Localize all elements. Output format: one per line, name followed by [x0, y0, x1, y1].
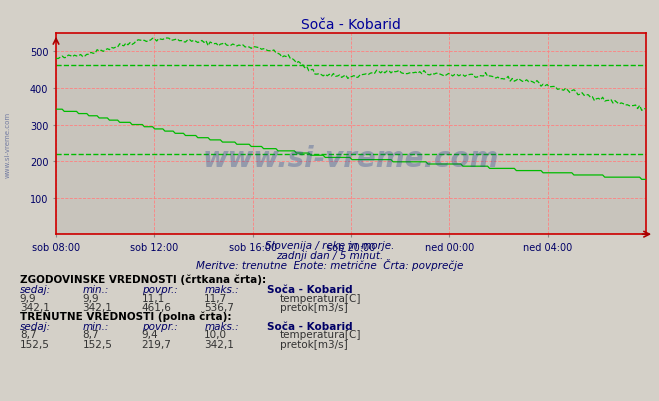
Text: sedaj:: sedaj: — [20, 321, 51, 331]
Text: 461,6: 461,6 — [142, 302, 171, 312]
Text: min.:: min.: — [82, 285, 109, 295]
Text: 342,1: 342,1 — [20, 302, 49, 312]
Text: 152,5: 152,5 — [20, 339, 49, 349]
Text: ZGODOVINSKE VREDNOSTI (črtkana črta):: ZGODOVINSKE VREDNOSTI (črtkana črta): — [20, 274, 266, 285]
Text: Soča - Kobarid: Soča - Kobarid — [267, 321, 353, 331]
Text: 536,7: 536,7 — [204, 302, 234, 312]
Title: Soča - Kobarid: Soča - Kobarid — [301, 18, 401, 32]
Text: sedaj:: sedaj: — [20, 285, 51, 295]
Text: pretok[m3/s]: pretok[m3/s] — [280, 302, 348, 312]
Text: 11,7: 11,7 — [204, 294, 227, 304]
Text: Soča - Kobarid: Soča - Kobarid — [267, 285, 353, 295]
Text: 9,9: 9,9 — [82, 294, 99, 304]
Text: TRENUTNE VREDNOSTI (polna črta):: TRENUTNE VREDNOSTI (polna črta): — [20, 311, 231, 321]
Text: 219,7: 219,7 — [142, 339, 171, 349]
Text: temperatura[C]: temperatura[C] — [280, 330, 362, 340]
Text: pretok[m3/s]: pretok[m3/s] — [280, 339, 348, 349]
Text: maks.:: maks.: — [204, 321, 239, 331]
Text: temperatura[C]: temperatura[C] — [280, 294, 362, 304]
Text: povpr.:: povpr.: — [142, 321, 177, 331]
Text: 8,7: 8,7 — [82, 330, 99, 340]
Text: 8,7: 8,7 — [20, 330, 36, 340]
Text: 152,5: 152,5 — [82, 339, 112, 349]
Text: min.:: min.: — [82, 321, 109, 331]
Text: Slovenija / reke in morje.: Slovenija / reke in morje. — [265, 241, 394, 251]
Text: 10,0: 10,0 — [204, 330, 227, 340]
Text: 9,9: 9,9 — [20, 294, 36, 304]
Text: www.si-vreme.com: www.si-vreme.com — [203, 144, 499, 172]
Text: 11,1: 11,1 — [142, 294, 165, 304]
Text: www.si-vreme.com: www.si-vreme.com — [5, 111, 11, 177]
Text: 9,4: 9,4 — [142, 330, 158, 340]
Text: 342,1: 342,1 — [204, 339, 234, 349]
Text: 342,1: 342,1 — [82, 302, 112, 312]
Text: maks.:: maks.: — [204, 285, 239, 295]
Text: Meritve: trenutne  Enote: metrične  Črta: povprečje: Meritve: trenutne Enote: metrične Črta: … — [196, 259, 463, 271]
Text: povpr.:: povpr.: — [142, 285, 177, 295]
Text: zadnji dan / 5 minut.: zadnji dan / 5 minut. — [276, 251, 383, 261]
